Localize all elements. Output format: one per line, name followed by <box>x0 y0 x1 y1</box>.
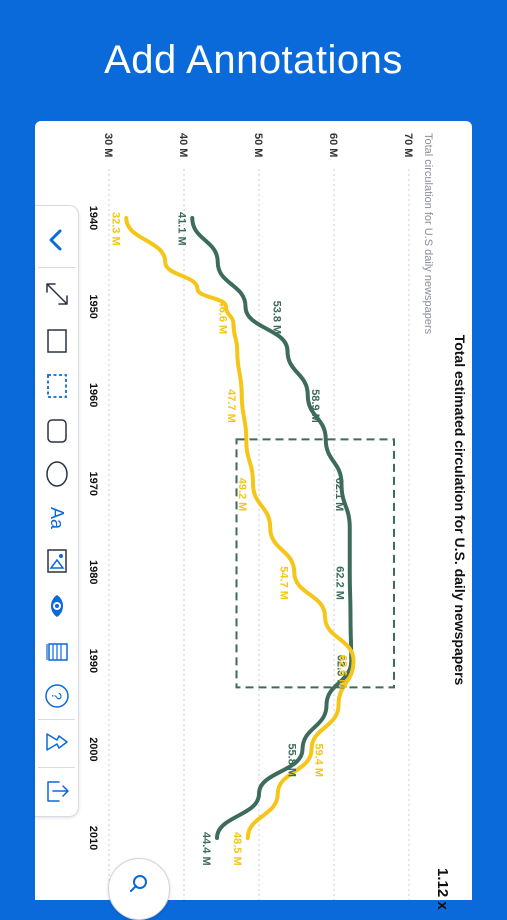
y-axis-label: Total circulation for U.S daily newspape… <box>422 133 434 335</box>
data-label: 48.5 M <box>231 832 243 866</box>
data-label: 55.8 M <box>286 743 298 777</box>
data-label: 41.1 M <box>175 212 187 246</box>
visibility-tool-button[interactable] <box>35 586 78 626</box>
data-label: 62.6 M <box>337 655 349 689</box>
data-label: 53.8 M <box>271 301 283 335</box>
dashed-rectangle-tool-button[interactable] <box>35 366 78 406</box>
series-line[interactable] <box>190 216 354 840</box>
series-line[interactable] <box>124 216 356 840</box>
x-tick-label: 1950 <box>87 294 99 318</box>
svg-text:?: ? <box>49 692 65 700</box>
dashed-rectangle-icon <box>46 374 67 398</box>
toolbar-divider <box>38 267 75 268</box>
data-label: 59.4 M <box>313 743 325 777</box>
chevron-left-icon <box>49 229 61 251</box>
line-chart[interactable]: 30 M 40 M 50 M 60 M 70 M 1940 1950 1960 1970 198… <box>35 121 472 900</box>
y-tick-label: 50 M <box>252 133 264 157</box>
help-tool-button[interactable]: ? <box>35 676 78 716</box>
image-icon <box>46 549 67 573</box>
rectangle-icon <box>46 329 67 353</box>
y-tick-label: 60 M <box>327 133 339 157</box>
help-icon: ? <box>44 684 69 708</box>
arrow-tool-button[interactable] <box>35 274 78 314</box>
toolbar-divider <box>38 767 75 768</box>
chart-card[interactable] <box>35 121 472 900</box>
data-label: 32.3 M <box>109 212 121 246</box>
rounded-rectangle-tool-button[interactable] <box>35 411 78 451</box>
resize-arrow-icon <box>45 283 68 305</box>
eye-icon <box>50 595 63 617</box>
x-tick-label: 1960 <box>87 383 99 407</box>
rounded-rectangle-icon <box>46 419 67 443</box>
rectangle-tool-button[interactable] <box>35 321 78 361</box>
annotation-dashed-rectangle[interactable] <box>235 438 395 689</box>
x-tick-label: 1980 <box>87 560 99 584</box>
delete-tool-button[interactable] <box>35 632 78 672</box>
y-tick-label: 30 M <box>102 133 114 157</box>
export-button[interactable] <box>35 771 78 811</box>
zoom-level-label: 1.12 x <box>434 868 451 910</box>
y-tick-label: 40 M <box>177 133 189 157</box>
data-label: 62.3 M <box>334 655 346 689</box>
delete-icon <box>45 643 68 661</box>
back-button[interactable] <box>35 220 78 260</box>
image-tool-button[interactable] <box>35 541 78 581</box>
data-label: 44.4 M <box>200 832 212 866</box>
data-label: 62.1 M <box>333 478 345 512</box>
x-tick-label: 1970 <box>87 471 99 495</box>
zoom-button[interactable] <box>108 858 170 920</box>
data-label: 46.6 M <box>217 301 229 335</box>
y-tick-label: 70 M <box>402 133 414 157</box>
text-tool-icon: Aa <box>47 507 67 530</box>
banner-title: Add Annotations <box>104 37 403 82</box>
export-icon <box>46 781 69 802</box>
svg-text:Aa: Aa <box>47 507 67 530</box>
chart-title: Total estimated circulation for U.S. dai… <box>452 335 468 686</box>
data-label: 47.7 M <box>225 389 237 423</box>
x-tick-label: 2000 <box>87 737 99 761</box>
search-icon <box>130 875 147 892</box>
data-label: 58.9 M <box>309 389 321 423</box>
text-tool-button[interactable]: Aa <box>35 498 78 538</box>
circle-tool-button[interactable] <box>35 454 78 494</box>
toolbar-divider <box>38 719 75 720</box>
brush-icon <box>45 733 68 751</box>
x-tick-label: 1940 <box>87 206 99 230</box>
annotation-toolbar: Aa ? <box>35 205 79 817</box>
banner: Add Annotations <box>0 0 507 120</box>
data-label: 62.2 M <box>334 566 346 600</box>
x-tick-label: 1990 <box>87 649 99 673</box>
data-label: 54.7 M <box>277 566 289 600</box>
circle-icon <box>45 461 68 487</box>
data-label: 49.2 M <box>236 478 248 512</box>
brush-tool-button[interactable] <box>35 722 78 762</box>
x-tick-label: 2010 <box>87 826 99 850</box>
